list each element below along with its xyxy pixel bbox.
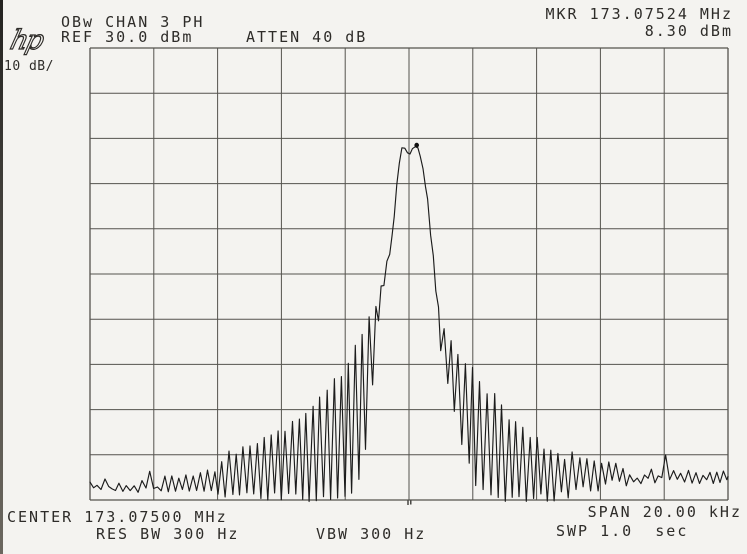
spectrum-display xyxy=(0,0,747,554)
center-frequency-tick xyxy=(408,501,411,506)
spectrum-analyzer-screen: hp OBw CHAN 3 PH REF 30.0 dBm ATTEN 40 d… xyxy=(0,0,747,554)
graticule xyxy=(90,48,728,500)
marker-dot xyxy=(414,143,419,148)
